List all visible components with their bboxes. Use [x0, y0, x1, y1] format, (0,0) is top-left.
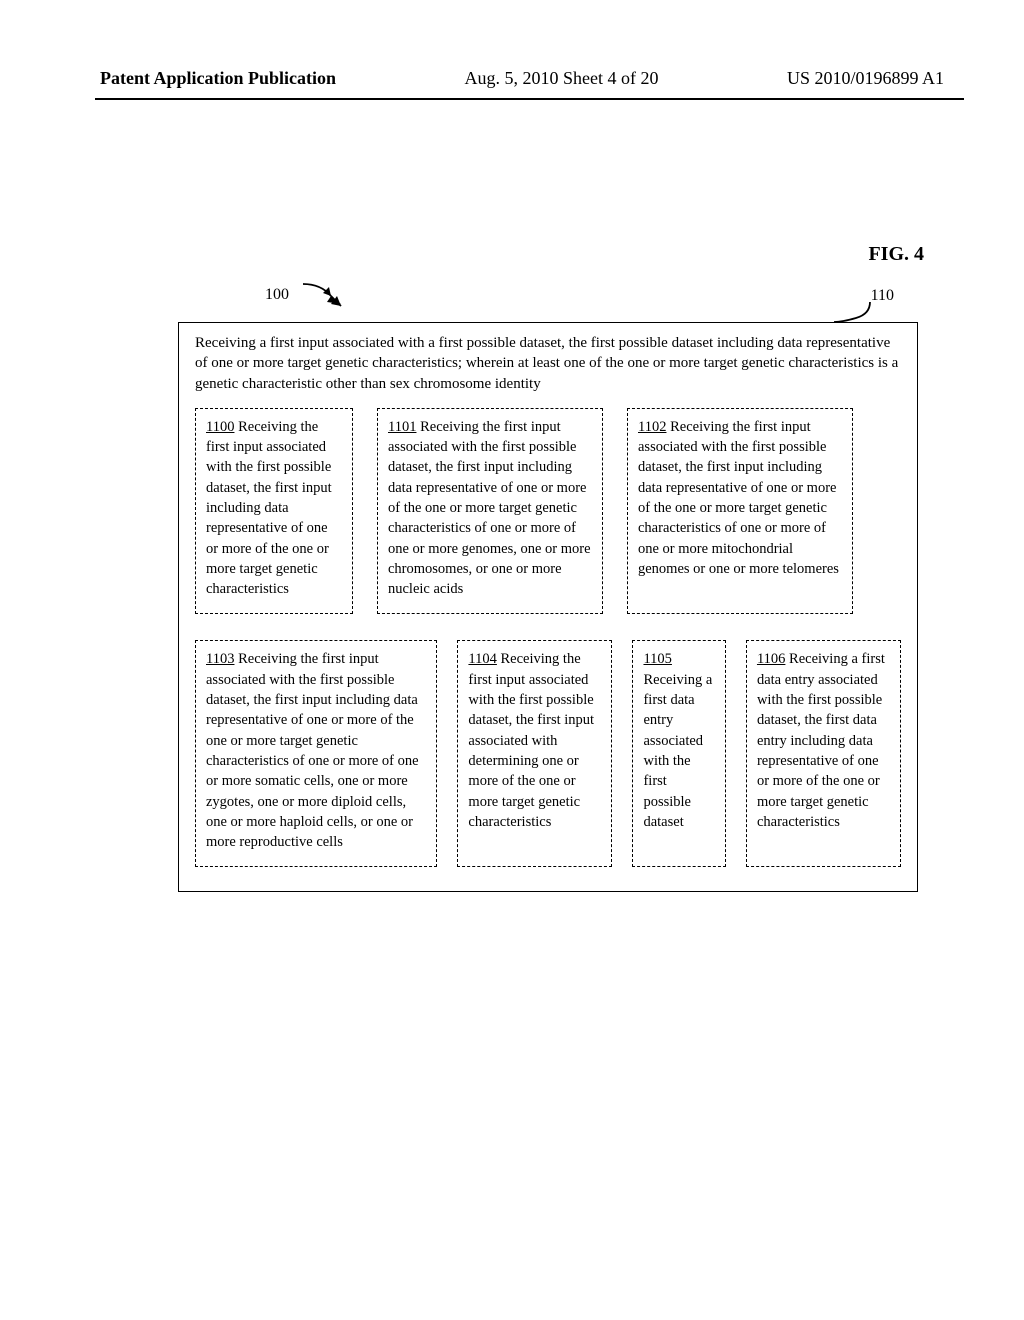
substep-1101-text: Receiving the first input associated wit…: [388, 419, 591, 597]
substep-1106-text: Receiving a first data entry associated …: [757, 651, 885, 829]
page: Patent Application Publication Aug. 5, 2…: [0, 0, 1024, 1320]
substep-1103-text: Receiving the first input associated wit…: [206, 651, 419, 850]
reference-100-number: 100: [265, 286, 289, 303]
header-rule: [95, 98, 964, 100]
substep-1101: 1101 Receiving the first input associate…: [377, 408, 603, 615]
substep-1100: 1100 Receiving the first input associate…: [195, 408, 353, 615]
header-center: Aug. 5, 2010 Sheet 4 of 20: [465, 68, 659, 89]
reference-110-hook-icon: [832, 302, 872, 324]
header-right: US 2010/0196899 A1: [787, 68, 944, 89]
flow-row-1: 1100 Receiving the first input associate…: [195, 408, 901, 615]
arrow-down-right-icon: [301, 282, 347, 308]
substep-1104-text: Receiving the first input associated wit…: [468, 651, 594, 829]
reference-100: 100: [265, 282, 347, 308]
step-intro-text: Receiving a first input associated with …: [195, 333, 901, 394]
substep-1105-id: 1105: [643, 651, 671, 667]
flowchart-step-110: Receiving a first input associated with …: [178, 322, 918, 892]
substep-1101-id: 1101: [388, 419, 416, 435]
substep-1102: 1102 Receiving the first input associate…: [627, 408, 853, 615]
substep-1100-id: 1100: [206, 419, 234, 435]
figure-label: FIG. 4: [868, 243, 924, 266]
reference-110-number: 110: [871, 287, 894, 305]
substep-1106: 1106 Receiving a first data entry associ…: [746, 640, 901, 867]
substep-1103: 1103 Receiving the first input associate…: [195, 640, 437, 867]
substep-1103-id: 1103: [206, 651, 234, 667]
substep-1102-id: 1102: [638, 419, 666, 435]
header-left: Patent Application Publication: [100, 68, 336, 89]
substep-1104: 1104 Receiving the first input associate…: [457, 640, 612, 867]
substep-1104-id: 1104: [468, 651, 496, 667]
substep-1106-id: 1106: [757, 651, 785, 667]
header-row: Patent Application Publication Aug. 5, 2…: [100, 68, 944, 89]
page-header: Patent Application Publication Aug. 5, 2…: [0, 68, 1024, 89]
substep-1100-text: Receiving the first input associated wit…: [206, 419, 332, 597]
substep-1105-text: Receiving a first data entry associated …: [643, 672, 712, 830]
substep-1105: 1105 Receiving a first data entry associ…: [632, 640, 725, 867]
substep-1102-text: Receiving the first input associated wit…: [638, 419, 839, 577]
flow-row-2: 1103 Receiving the first input associate…: [195, 640, 901, 867]
